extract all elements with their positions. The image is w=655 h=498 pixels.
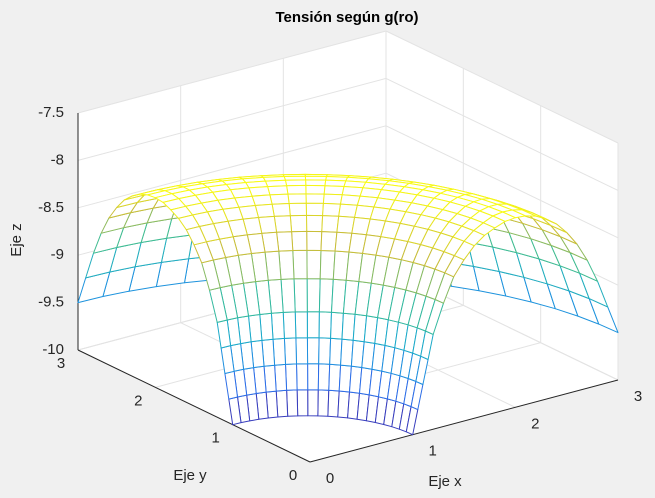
y-tick-label: 3 xyxy=(57,355,65,372)
x-tick-label: 1 xyxy=(428,443,436,460)
mesh-cell xyxy=(291,230,308,251)
mesh-cell xyxy=(322,202,341,217)
mesh-cell xyxy=(305,202,324,217)
mesh-cell xyxy=(306,337,320,365)
mesh-cell xyxy=(283,337,297,365)
mesh-cell xyxy=(307,389,319,417)
mesh-cell xyxy=(306,311,320,339)
mesh-cell xyxy=(340,194,361,206)
grid-line xyxy=(77,30,387,114)
mesh-cell xyxy=(267,185,289,196)
y-tick-label: 0 xyxy=(289,467,297,484)
mesh-cell xyxy=(318,337,332,365)
grid-line xyxy=(385,125,619,239)
z-tick-label: -7.5 xyxy=(38,104,64,121)
mesh-cell xyxy=(289,214,308,233)
mesh-cell xyxy=(318,311,332,339)
mesh-cell xyxy=(272,337,286,366)
mesh-cell xyxy=(323,185,345,196)
z-axis-label: Eje z xyxy=(8,223,25,256)
mesh-cell xyxy=(269,193,290,205)
mesh-cell xyxy=(286,184,307,195)
z-tick-label: -8 xyxy=(51,151,64,168)
mesh-cell xyxy=(273,215,293,233)
mesh-cell xyxy=(284,179,307,187)
mesh-cell xyxy=(306,230,323,251)
grid-line xyxy=(385,30,619,144)
mesh-cell xyxy=(306,214,324,233)
mesh-cell xyxy=(285,363,298,391)
mesh-cell xyxy=(296,363,309,391)
mesh-cell xyxy=(185,226,207,246)
grid-line xyxy=(77,125,387,209)
mesh-cell xyxy=(305,193,325,204)
mesh-cell xyxy=(317,389,330,417)
mesh-cell xyxy=(320,231,338,252)
mesh-cell xyxy=(287,193,307,204)
y-tick-label: 2 xyxy=(134,392,142,409)
mesh-cell xyxy=(270,311,285,340)
mesh-cell xyxy=(317,363,331,391)
mesh-cell xyxy=(463,230,485,247)
mesh-cell xyxy=(276,231,294,252)
y-axis-label: Eje y xyxy=(173,467,207,484)
grid-line xyxy=(385,77,619,191)
x-tick-label: 2 xyxy=(531,415,539,432)
mesh-cell xyxy=(321,215,340,233)
mesh-cell xyxy=(327,389,340,418)
grid-line xyxy=(77,77,387,161)
mesh-cell xyxy=(329,337,343,366)
axis-line xyxy=(77,349,311,463)
mesh-cell xyxy=(305,179,327,187)
z-tick-label: -8.5 xyxy=(38,199,64,216)
mesh-cell xyxy=(294,311,308,339)
mesh-cell xyxy=(328,363,342,392)
mesh-cell xyxy=(319,250,336,280)
z-tick-label: -9 xyxy=(51,246,64,263)
mesh-cell xyxy=(282,311,297,339)
mesh-cell xyxy=(292,249,308,280)
z-tick-label: -9.5 xyxy=(38,294,64,311)
z-tick-label: -10 xyxy=(42,341,64,358)
mesh-cell xyxy=(330,311,344,340)
mesh-cell xyxy=(322,193,343,205)
mesh-cell xyxy=(286,389,299,417)
mesh-cell xyxy=(288,202,307,217)
x-tick-label: 0 xyxy=(326,470,334,487)
mesh-cell xyxy=(293,278,308,313)
mesh-cell xyxy=(306,278,321,313)
mesh-cell xyxy=(338,203,358,218)
y-tick-label: 1 xyxy=(211,430,219,447)
mesh-cell xyxy=(307,363,320,391)
x-axis-label: Eje x xyxy=(428,473,462,490)
mesh-cell xyxy=(305,184,326,195)
mesh-cell xyxy=(295,337,309,365)
chart-title: Tensión según g(ro) xyxy=(275,9,418,26)
mesh-cell xyxy=(306,249,322,280)
mesh-cell xyxy=(318,278,334,313)
mesh-cell xyxy=(296,389,309,417)
mesh-cell xyxy=(271,203,291,217)
axis-line xyxy=(309,379,619,463)
x-tick-label: 3 xyxy=(634,388,642,405)
